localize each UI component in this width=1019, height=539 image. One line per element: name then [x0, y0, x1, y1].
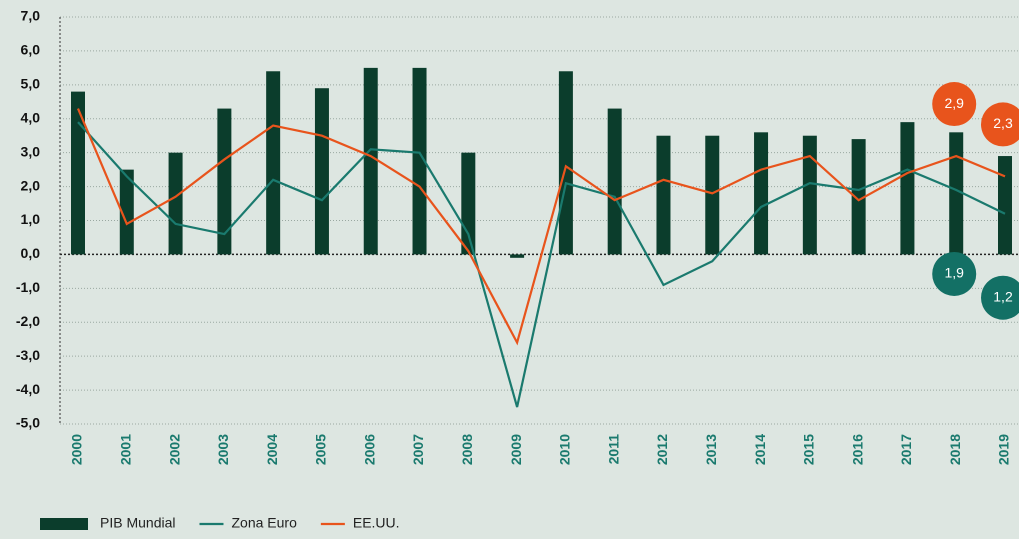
legend-swatch — [40, 518, 88, 530]
y-tick-label: 7,0 — [21, 8, 41, 24]
y-tick-label: 5,0 — [21, 76, 41, 92]
y-tick-label: -1,0 — [16, 279, 40, 295]
bar — [119, 169, 134, 255]
value-bubble — [981, 102, 1019, 147]
x-tick-label: 2017 — [898, 434, 914, 465]
x-tick-label: 2006 — [361, 434, 377, 465]
x-tick-label: 2000 — [69, 434, 85, 465]
bar — [412, 67, 427, 255]
value-label: 2,3 — [993, 115, 1013, 131]
x-tick-label: 2008 — [459, 434, 475, 465]
x-tick-label: 2012 — [654, 434, 670, 465]
bar — [802, 135, 817, 255]
value-label: 2,9 — [944, 95, 964, 111]
x-tick-label: 2013 — [703, 434, 719, 465]
x-tick-label: 2007 — [410, 434, 426, 465]
y-tick-label: -2,0 — [16, 313, 40, 329]
bar — [754, 132, 769, 255]
bar — [851, 139, 866, 255]
y-tick-label: 1,0 — [21, 211, 41, 227]
y-tick-label: 3,0 — [21, 143, 41, 159]
x-tick-label: 2018 — [947, 434, 963, 465]
x-tick-label: 2019 — [996, 434, 1012, 465]
y-tick-label: -4,0 — [16, 381, 40, 397]
y-tick-label: 0,0 — [21, 245, 41, 261]
line-series — [77, 121, 1006, 408]
legend-label: PIB Mundial — [100, 515, 175, 531]
bar — [998, 156, 1012, 255]
x-tick-label: 2003 — [215, 434, 231, 465]
bar — [168, 152, 183, 255]
y-tick-label: 4,0 — [21, 109, 41, 125]
bar — [266, 71, 281, 255]
x-tick-label: 2004 — [264, 434, 280, 465]
value-bubble — [981, 275, 1019, 320]
bar — [656, 135, 671, 255]
legend-label: Zona Euro — [231, 515, 297, 531]
x-tick-label: 2009 — [508, 434, 524, 465]
bar — [705, 135, 720, 255]
y-tick-label: 2,0 — [21, 177, 41, 193]
value-bubble — [932, 82, 977, 127]
y-tick-label: 6,0 — [21, 42, 41, 58]
value-bubble — [932, 251, 977, 296]
bar — [949, 132, 964, 255]
x-tick-label: 2002 — [166, 434, 182, 465]
bar — [558, 71, 573, 255]
x-tick-label: 2001 — [117, 434, 133, 465]
bar — [900, 122, 915, 255]
value-label: 1,2 — [993, 288, 1013, 304]
y-tick-label: -5,0 — [16, 415, 40, 431]
x-tick-label: 2010 — [557, 434, 573, 465]
line-series — [76, 108, 1006, 346]
x-tick-label: 2016 — [849, 434, 865, 465]
x-tick-label: 2005 — [313, 434, 329, 465]
y-tick-label: -3,0 — [16, 347, 40, 363]
x-tick-label: 2015 — [801, 434, 817, 465]
bar — [314, 88, 329, 255]
x-tick-label: 2011 — [605, 434, 621, 465]
bar — [461, 152, 476, 255]
bar — [363, 67, 378, 255]
legend-label: EE.UU. — [353, 515, 400, 531]
bar — [71, 91, 85, 255]
bar — [510, 254, 525, 258]
bar — [607, 108, 622, 255]
bar — [217, 108, 232, 255]
x-tick-label: 2014 — [752, 434, 768, 465]
value-label: 1,9 — [944, 265, 964, 281]
